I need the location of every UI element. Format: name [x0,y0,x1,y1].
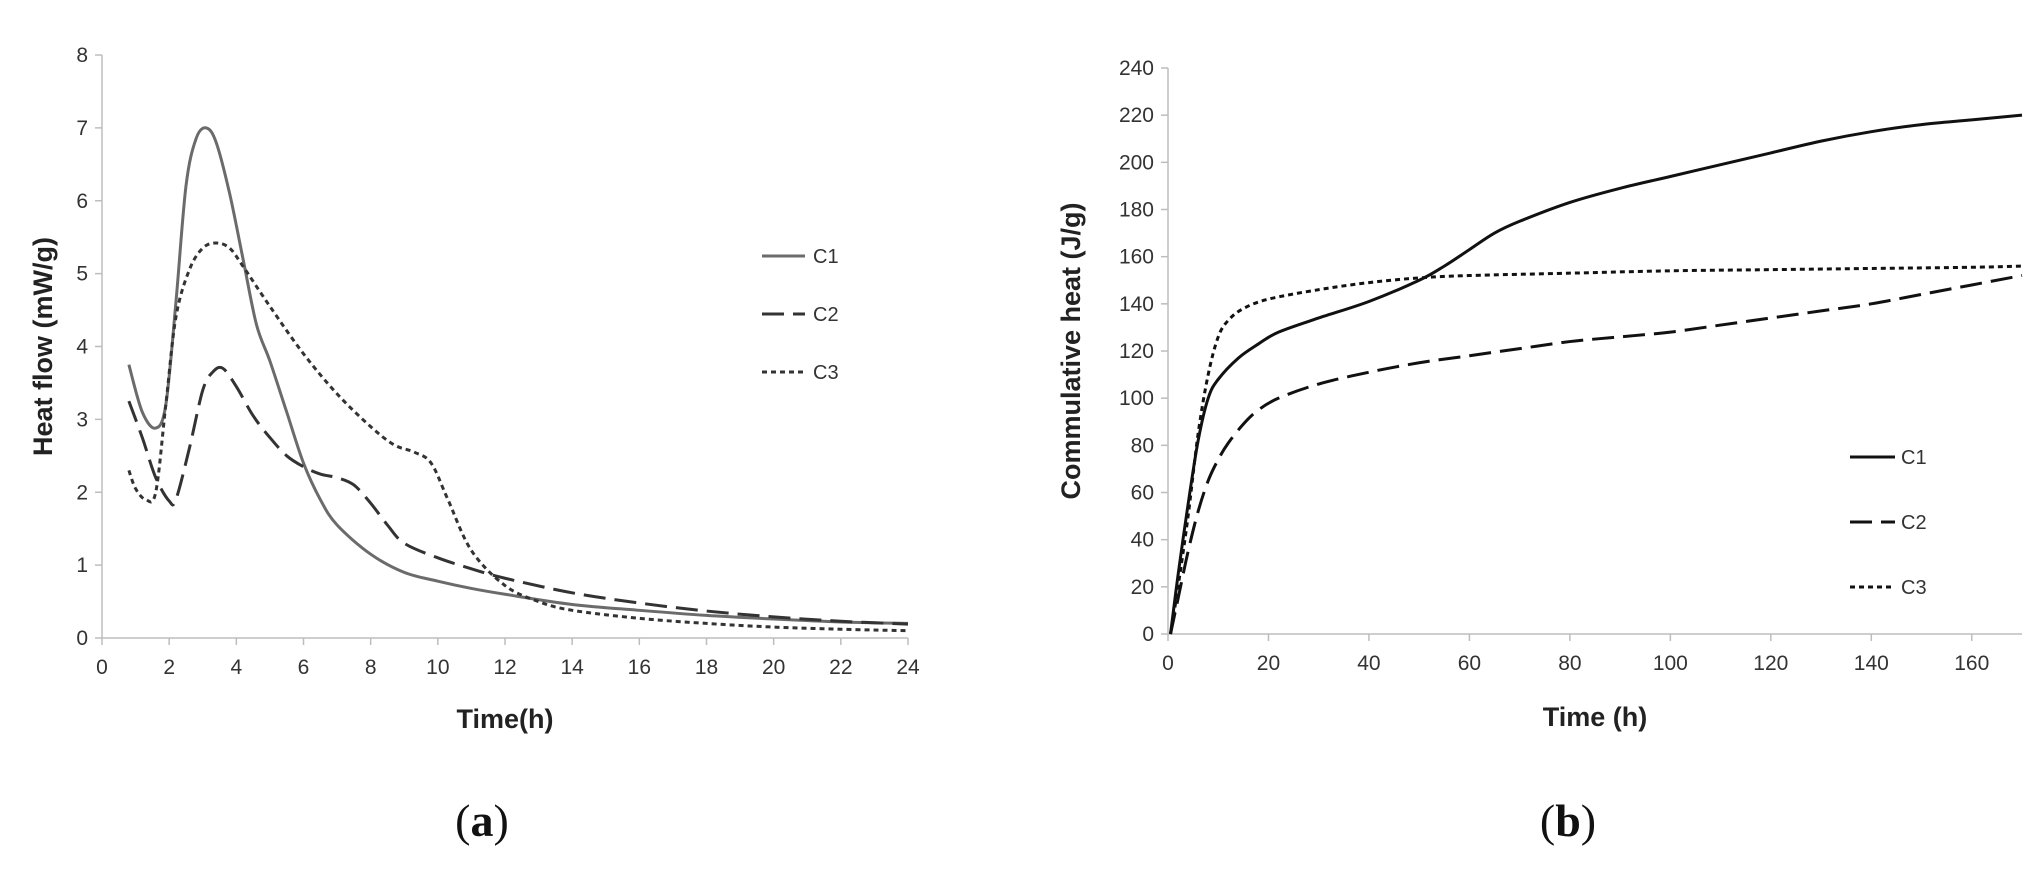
chart-a-y-tick-label: 1 [76,554,88,577]
chart-a-y-tick-label: 3 [76,408,88,431]
chart-b-series-c1-line [1169,113,2023,635]
chart-a-x-tick-label: 2 [163,656,175,679]
chart-a-x-tick-label: 0 [96,656,108,679]
chart-b-x-tick-label: 80 [1558,652,1581,675]
chart-a-x-tick-label: 12 [493,656,516,679]
chart-a-series-c3-line [127,241,909,633]
chart-b-x-tick-label: 140 [1854,652,1889,675]
chart-b-cumulative-heat: 0 20 40 60 80 100 120 140 160 180 200 220 240 0 20 40 60… [1056,57,2023,846]
chart-b-x-tick-label: 0 [1162,652,1174,675]
chart-b-y-tick-label: 160 [1119,246,1154,269]
chart-a-x-tick-label: 18 [695,656,718,679]
chart-a-legend-label-c3: C3 [813,362,839,384]
chart-b-y-tick-label: 60 [1131,482,1154,505]
chart-a-x-tick-label: 14 [560,656,584,679]
chart-a-y-tick-label: 0 [76,627,88,650]
chart-a-x-tick-label: 6 [298,656,310,679]
chart-a-x-tick-label: 8 [365,656,377,679]
chart-a-x-tick-label: 20 [762,656,785,679]
chart-a-legend-label-c1: C1 [813,246,839,268]
chart-a-x-axis-title: Time(h) [456,704,553,734]
chart-b-x-tick-label: 20 [1257,652,1280,675]
chart-b-y-axis-title: Commulative heat (J/g) [1056,202,1086,499]
chart-b-y-tick-label: 40 [1131,529,1154,552]
chart-b-y-tick-label: 200 [1119,151,1154,174]
chart-a-panel-label: (a) [455,795,509,846]
chart-b-x-tick-label: 40 [1357,652,1380,675]
chart-a-y-tick-label: 7 [76,117,88,140]
chart-b-x-tick-label: 100 [1653,652,1688,675]
chart-a-x-tick-label: 24 [896,656,920,679]
chart-b-y-tick-label: 0 [1142,623,1154,646]
chart-a-y-tick-label: 6 [76,190,88,213]
chart-b-panel-label: (b) [1540,795,1596,846]
chart-a-series-c1-line [127,126,909,625]
chart-b-x-axis-title: Time (h) [1543,702,1648,732]
chart-a-y-tick-label: 2 [76,481,88,504]
chart-a-x-tick-label: 10 [426,656,449,679]
chart-a-x-tick-label: 22 [829,656,852,679]
chart-a-y-tick-label: 8 [76,44,88,67]
chart-b-series-c2-line [1169,274,2023,635]
chart-a-y-tick-label: 4 [76,336,88,359]
chart-b-y-tick-label: 100 [1119,387,1154,410]
chart-a-series-c2-line [127,365,909,626]
chart-b-y-tick-label: 240 [1119,57,1154,80]
chart-b-y-tick-label: 140 [1119,293,1154,316]
chart-a-x-tick-label: 16 [628,656,651,679]
chart-b-legend-label-c3: C3 [1901,577,1927,599]
chart-b-y-tick-label: 180 [1119,199,1154,222]
chart-a-legend-label-c2: C2 [813,304,839,326]
chart-b-y-tick-label: 220 [1119,104,1154,127]
chart-b-y-tick-label: 80 [1131,434,1154,457]
chart-b-y-tick-label: 120 [1119,340,1154,363]
chart-b-legend-label-c1: C1 [1901,447,1927,469]
chart-b-x-tick-label: 60 [1458,652,1481,675]
chart-b-series-c3-line [1169,264,2023,635]
chart-b-legend-label-c2: C2 [1901,512,1927,534]
chart-a-x-tick-label: 4 [230,656,242,679]
chart-b-x-tick-label: 120 [1753,652,1788,675]
chart-a-y-tick-label: 5 [76,263,88,286]
chart-b-x-tick-label: 160 [1954,652,1989,675]
chart-a-y-axis-title: Heat flow (mW/g) [28,237,58,456]
chart-b-y-tick-label: 20 [1131,576,1154,599]
